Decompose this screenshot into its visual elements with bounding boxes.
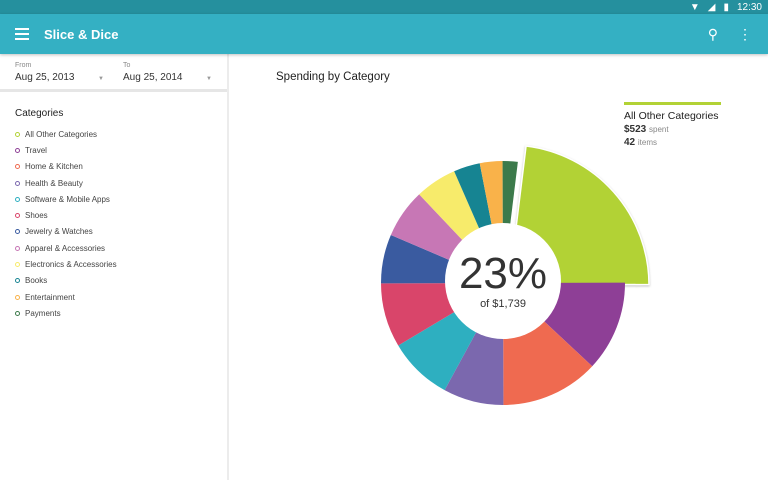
category-dot-icon bbox=[15, 180, 20, 186]
from-value: Aug 25, 2013 bbox=[15, 72, 75, 83]
category-label: Entertainment bbox=[25, 292, 75, 302]
from-date-picker[interactable]: From Aug 25, 2013 ▼ bbox=[0, 54, 108, 89]
category-label: Home & Kitchen bbox=[25, 162, 83, 172]
category-dot-icon bbox=[15, 229, 20, 235]
category-label: All Other Categories bbox=[25, 129, 98, 139]
category-item[interactable]: Apparel & Accessories bbox=[15, 240, 227, 256]
center-percent: 23% bbox=[459, 249, 547, 298]
category-item[interactable]: Travel bbox=[15, 142, 227, 158]
category-dot-icon bbox=[15, 213, 20, 219]
dropdown-icon: ▼ bbox=[98, 76, 104, 82]
category-item[interactable]: Shoes bbox=[15, 207, 227, 223]
selection-name: All Other Categories bbox=[624, 110, 719, 122]
category-dot-icon bbox=[15, 262, 20, 268]
category-label: Shoes bbox=[25, 211, 48, 221]
dropdown-icon: ▼ bbox=[206, 76, 212, 82]
category-label: Electronics & Accessories bbox=[25, 260, 117, 270]
category-item[interactable]: Software & Mobile Apps bbox=[15, 191, 227, 207]
categories-heading: Categories bbox=[15, 108, 64, 119]
sidebar: From Aug 25, 2013 ▼ To Aug 25, 2014 ▼ Ca… bbox=[0, 54, 229, 480]
from-label: From bbox=[15, 62, 32, 69]
category-dot-icon bbox=[15, 278, 20, 284]
app-bar: Slice & Dice ⚲ ⋮ bbox=[0, 14, 768, 54]
category-item[interactable]: Jewelry & Watches bbox=[15, 224, 227, 240]
chart-title: Spending by Category bbox=[276, 71, 390, 83]
category-item[interactable]: Electronics & Accessories bbox=[15, 256, 227, 272]
category-dot-icon bbox=[15, 196, 20, 202]
category-label: Books bbox=[25, 276, 48, 286]
wifi-icon: ▼ bbox=[689, 1, 700, 13]
category-dot-icon bbox=[15, 310, 20, 316]
category-dot-icon bbox=[15, 131, 20, 137]
selection-amount: $523 bbox=[624, 124, 647, 135]
category-dot-icon bbox=[15, 147, 20, 153]
category-dot-icon bbox=[15, 294, 20, 300]
app-title: Slice & Dice bbox=[44, 26, 119, 42]
date-range: From Aug 25, 2013 ▼ To Aug 25, 2014 ▼ bbox=[0, 54, 227, 92]
signal-icon: ◢ bbox=[707, 1, 716, 13]
category-item[interactable]: Entertainment bbox=[15, 289, 227, 305]
search-icon[interactable]: ⚲ bbox=[707, 25, 718, 42]
donut-hole bbox=[445, 223, 561, 339]
category-label: Health & Beauty bbox=[25, 178, 83, 188]
menu-icon[interactable] bbox=[15, 28, 29, 40]
category-dot-icon bbox=[15, 245, 20, 251]
category-item[interactable]: Payments bbox=[15, 305, 227, 321]
status-bar: ▼ ◢ ▮ 12:30 bbox=[0, 0, 768, 14]
category-label: Payments bbox=[25, 308, 61, 318]
category-item[interactable]: Books bbox=[15, 273, 227, 289]
amount-suffix: spent bbox=[649, 125, 669, 134]
selection-count: 42 bbox=[624, 137, 636, 148]
clock: 12:30 bbox=[736, 1, 762, 13]
to-date-picker[interactable]: To Aug 25, 2014 ▼ bbox=[108, 54, 216, 89]
center-total: of $1,739 bbox=[480, 298, 526, 310]
category-label: Apparel & Accessories bbox=[25, 243, 106, 253]
battery-icon: ▮ bbox=[723, 1, 729, 13]
category-label: Jewelry & Watches bbox=[25, 227, 93, 237]
category-item[interactable]: Home & Kitchen bbox=[15, 159, 227, 175]
to-label: To bbox=[123, 62, 131, 69]
category-item[interactable]: All Other Categories bbox=[15, 126, 227, 142]
category-item[interactable]: Health & Beauty bbox=[15, 175, 227, 191]
category-label: Software & Mobile Apps bbox=[25, 194, 110, 204]
count-suffix: items bbox=[637, 138, 658, 147]
category-list: Categories All Other Categories Travel Hom… bbox=[0, 92, 227, 322]
category-label: Travel bbox=[25, 145, 47, 155]
to-value: Aug 25, 2014 bbox=[123, 72, 183, 83]
selection-legend: All Other Categories $523 spent 42 items bbox=[624, 102, 721, 148]
more-vert-icon[interactable]: ⋮ bbox=[738, 25, 752, 42]
category-dot-icon bbox=[15, 164, 20, 170]
